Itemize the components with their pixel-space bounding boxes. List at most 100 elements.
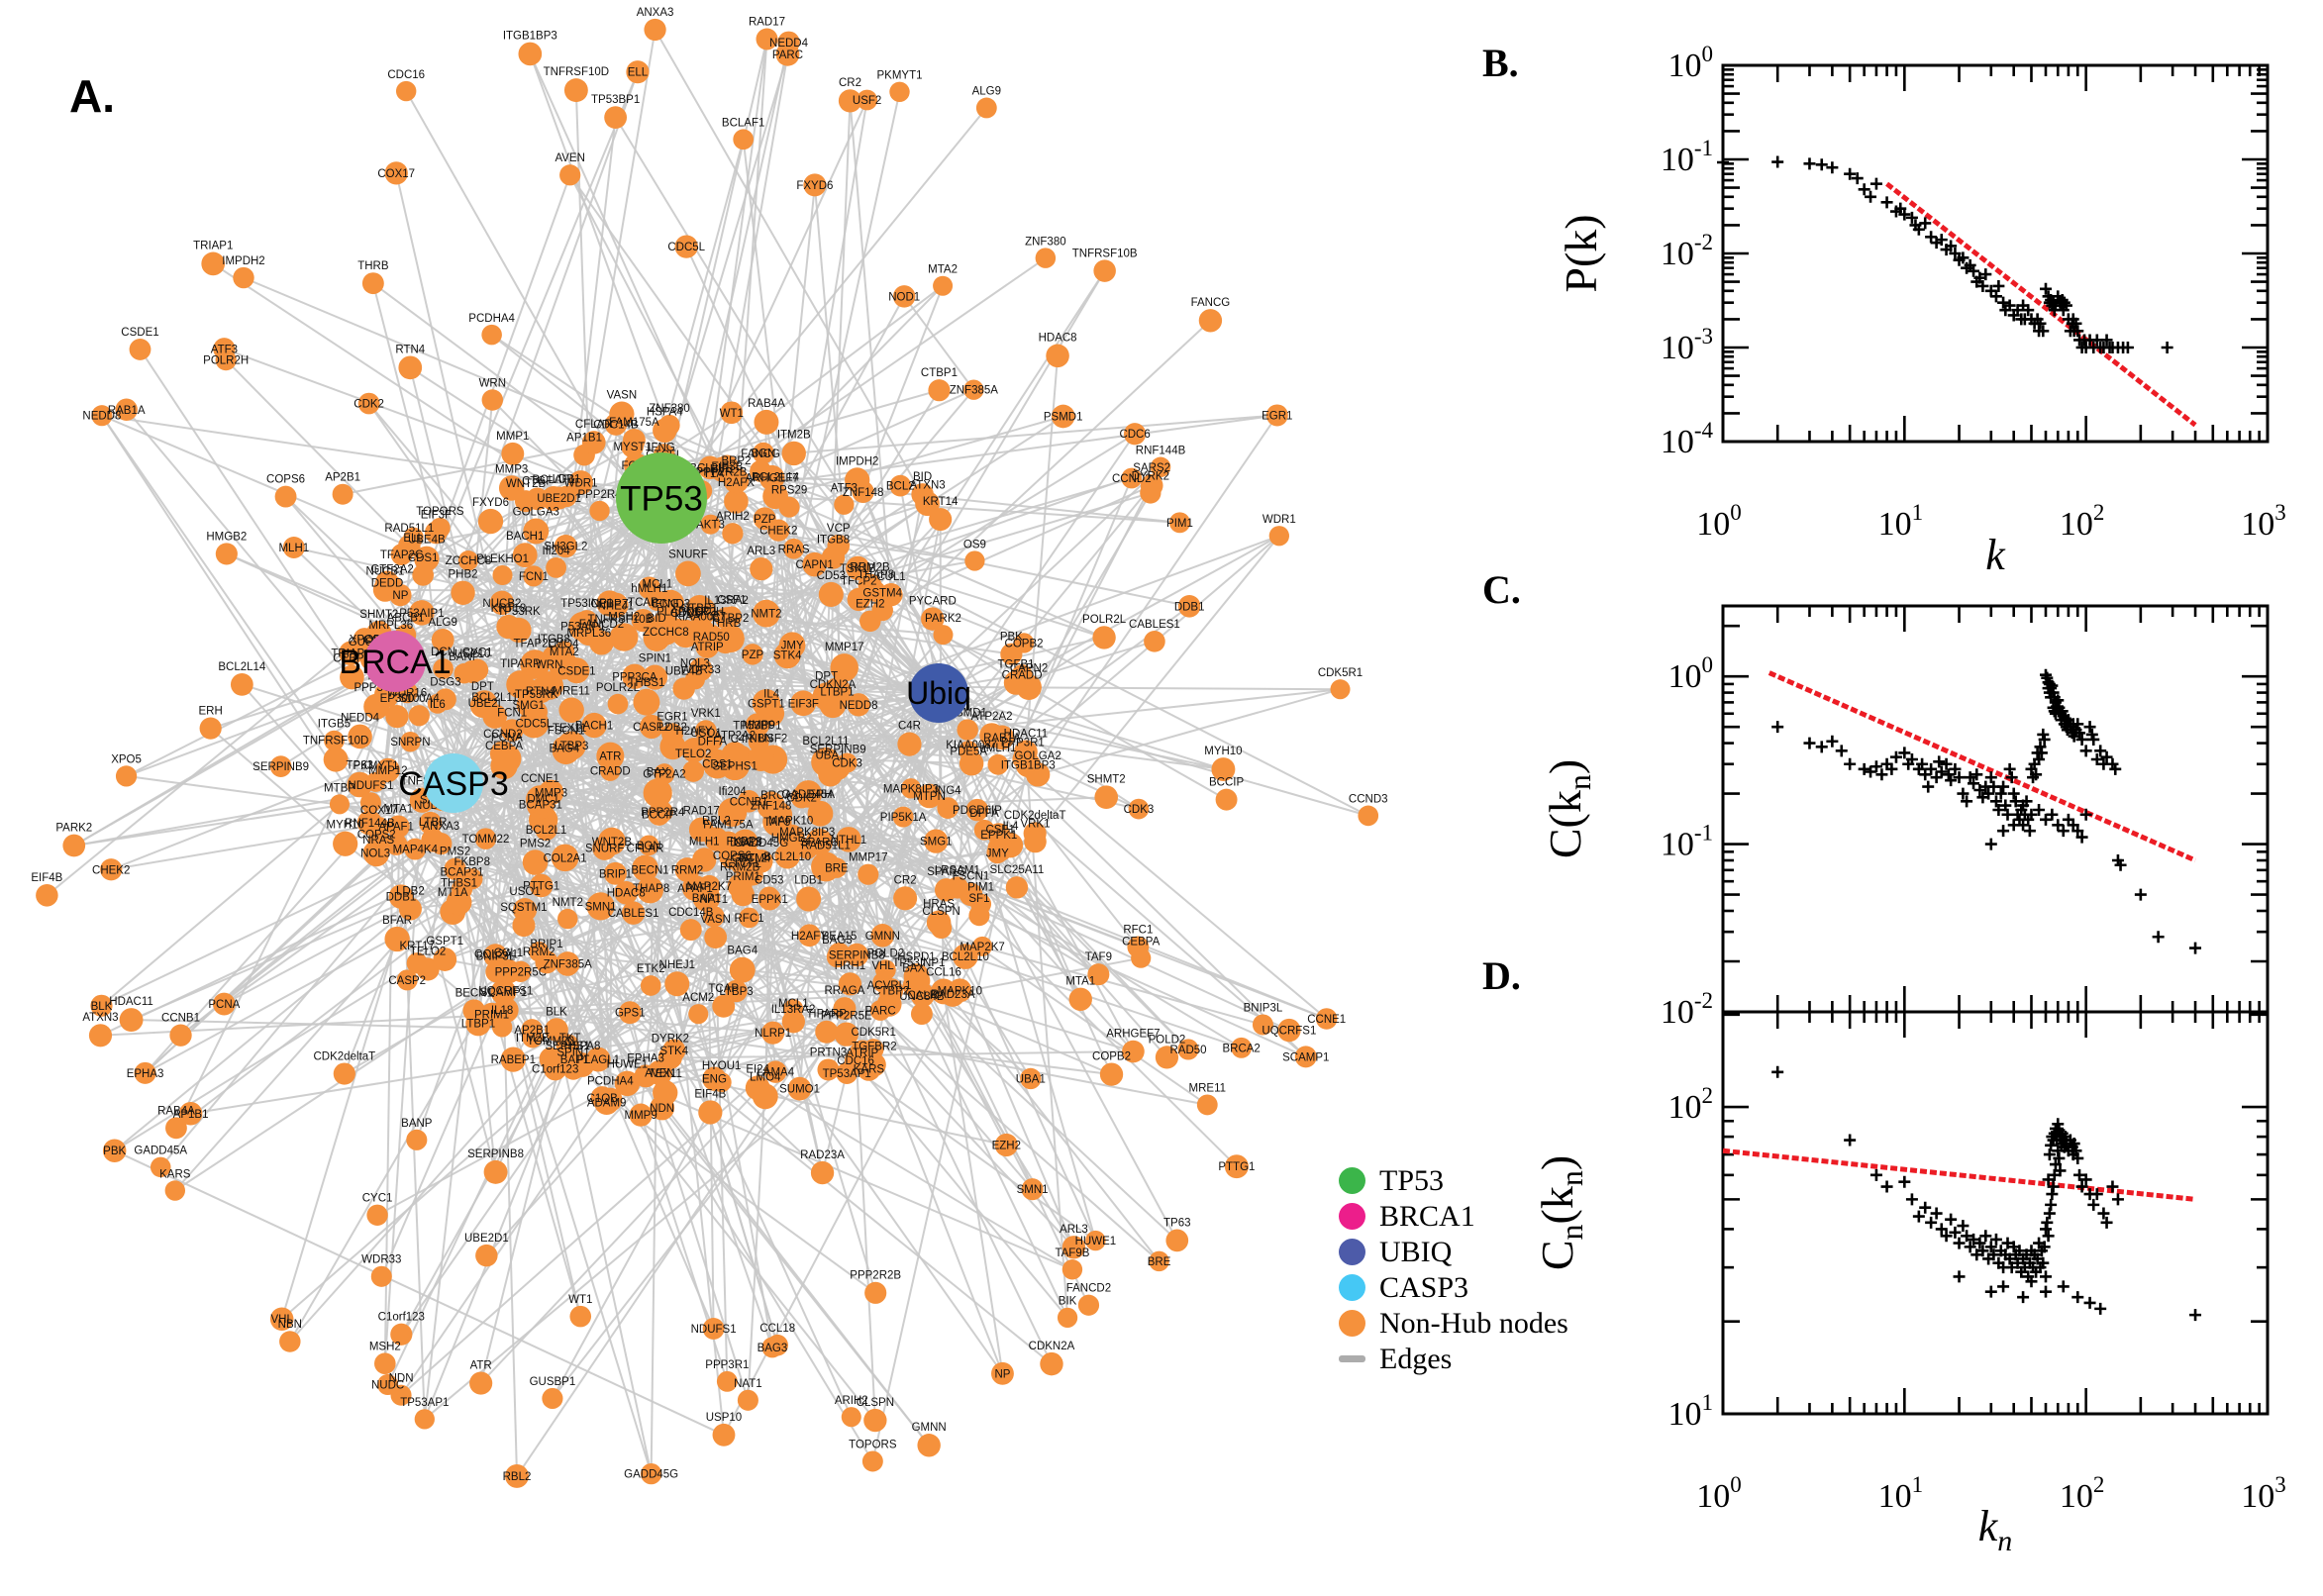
gene-node[interactable] [790, 786, 813, 809]
gene-node[interactable] [924, 829, 949, 853]
gene-node[interactable] [562, 1058, 584, 1080]
gene-node[interactable] [892, 285, 916, 308]
gene-node[interactable] [581, 712, 607, 739]
gene-node[interactable] [661, 723, 683, 746]
gene-node[interactable] [973, 819, 995, 841]
gene-node[interactable] [274, 485, 297, 508]
gene-node[interactable] [324, 730, 345, 751]
gene-node[interactable] [682, 760, 705, 782]
gene-node[interactable] [603, 592, 629, 619]
gene-node[interactable] [607, 693, 629, 715]
gene-node[interactable] [753, 442, 774, 464]
gene-node[interactable] [554, 534, 577, 558]
gene-node[interactable] [552, 736, 576, 760]
gene-node[interactable] [686, 594, 713, 622]
gene-node[interactable] [622, 428, 646, 451]
gene-node[interactable] [752, 689, 781, 718]
gene-node[interactable] [1315, 1008, 1338, 1030]
gene-node[interactable] [357, 392, 380, 415]
gene-node[interactable] [777, 824, 805, 851]
gene-node[interactable] [404, 838, 427, 860]
gene-node[interactable] [933, 625, 954, 646]
gene-node[interactable] [959, 750, 984, 776]
gene-node[interactable] [586, 892, 615, 921]
gene-node[interactable] [558, 697, 584, 723]
gene-node[interactable] [585, 1047, 611, 1072]
gene-node[interactable] [766, 802, 793, 828]
gene-node[interactable] [359, 792, 381, 814]
gene-node[interactable] [622, 663, 648, 689]
gene-node[interactable] [729, 956, 756, 983]
gene-node[interactable] [753, 507, 776, 531]
gene-node[interactable] [846, 555, 870, 581]
gene-node[interactable] [737, 790, 760, 813]
gene-node[interactable] [563, 657, 590, 684]
gene-node[interactable] [1024, 830, 1047, 853]
gene-node[interactable] [698, 874, 721, 898]
gene-node[interactable] [692, 848, 717, 872]
gene-node[interactable] [1012, 748, 1034, 769]
gene-node[interactable] [699, 624, 724, 649]
gene-node[interactable] [555, 951, 580, 976]
gene-node[interactable] [742, 644, 763, 665]
gene-node[interactable] [934, 878, 959, 902]
gene-node[interactable] [752, 1083, 778, 1110]
gene-node[interactable] [819, 691, 847, 719]
gene-node[interactable] [409, 600, 435, 626]
gene-node[interactable] [826, 857, 848, 878]
gene-node[interactable] [911, 483, 934, 506]
gene-node[interactable] [633, 688, 660, 716]
gene-node[interactable] [957, 719, 978, 741]
gene-node[interactable] [712, 994, 736, 1018]
gene-node[interactable] [424, 521, 448, 545]
gene-node[interactable] [815, 1020, 839, 1044]
gene-node[interactable] [1087, 963, 1110, 986]
gene-node[interactable] [781, 1010, 805, 1034]
gene-node[interactable] [748, 745, 774, 772]
gene-node[interactable] [451, 878, 473, 900]
gene-node[interactable] [897, 732, 922, 756]
gene-node[interactable] [505, 1463, 529, 1488]
gene-node[interactable] [643, 624, 670, 651]
gene-node[interactable] [723, 467, 750, 494]
gene-node[interactable] [489, 590, 515, 616]
gene-node[interactable] [834, 1022, 858, 1047]
gene-node[interactable] [703, 905, 725, 928]
gene-node[interactable] [481, 389, 504, 411]
gene-node[interactable] [610, 623, 639, 651]
gene-node[interactable] [421, 828, 446, 852]
gene-node[interactable] [787, 1076, 812, 1101]
gene-node[interactable] [414, 546, 440, 572]
gene-node[interactable] [457, 550, 479, 571]
gene-node[interactable] [720, 401, 744, 425]
gene-node[interactable] [1093, 259, 1116, 282]
gene-node[interactable] [817, 1058, 840, 1081]
gene-node[interactable] [525, 785, 555, 815]
gene-node[interactable] [1092, 626, 1116, 649]
gene-node[interactable] [834, 494, 855, 515]
gene-node[interactable] [674, 235, 698, 258]
gene-node[interactable] [702, 1066, 727, 1091]
gene-node[interactable] [647, 1059, 672, 1086]
gene-node[interactable] [631, 609, 656, 633]
gene-node[interactable] [1040, 1351, 1063, 1376]
gene-node[interactable] [347, 771, 373, 798]
gene-node[interactable] [818, 761, 843, 787]
gene-node[interactable] [433, 658, 454, 679]
gene-node[interactable] [129, 339, 152, 360]
gene-node[interactable] [512, 543, 538, 568]
gene-node[interactable] [870, 924, 895, 948]
gene-node[interactable] [857, 89, 878, 111]
gene-node[interactable] [638, 835, 659, 856]
gene-node[interactable] [431, 628, 454, 651]
gene-node[interactable] [1121, 467, 1143, 489]
gene-node[interactable] [910, 1003, 933, 1026]
gene-node[interactable] [753, 599, 780, 628]
gene-node[interactable] [609, 401, 635, 427]
gene-node[interactable] [632, 854, 658, 882]
gene-node[interactable] [642, 664, 668, 690]
gene-node[interactable] [781, 441, 806, 466]
gene-node[interactable] [653, 1080, 678, 1106]
gene-node[interactable] [964, 550, 985, 571]
gene-node[interactable] [833, 997, 857, 1020]
